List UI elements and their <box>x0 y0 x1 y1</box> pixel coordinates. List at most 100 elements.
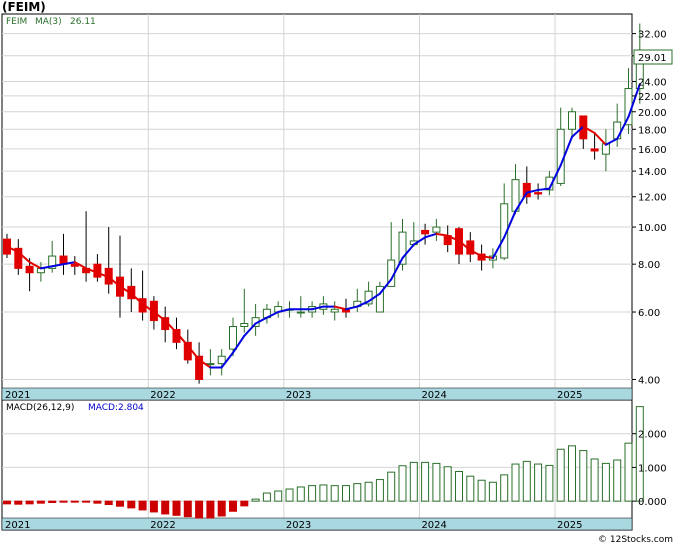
candle-down <box>93 263 102 278</box>
ma-segment <box>311 305 325 311</box>
ma-segment <box>469 249 483 258</box>
year-label: 2023 <box>286 390 311 401</box>
year-label: 2022 <box>150 390 175 401</box>
macd-bar-positive <box>635 406 644 502</box>
candle-up <box>206 363 215 366</box>
year-label: 2024 <box>421 390 446 401</box>
macd-bar-negative <box>149 500 158 513</box>
price-tick-label: 4.00 <box>638 375 660 386</box>
macd-tick-label: 0.000 <box>638 497 667 508</box>
macd-bar-negative <box>104 500 113 506</box>
macd-legend-label: MACD(26,12,9) <box>6 403 74 413</box>
ma-segment <box>582 125 596 135</box>
ma-segment <box>17 251 31 264</box>
macd-bar-positive <box>353 483 362 502</box>
ma-segment <box>424 232 438 239</box>
candle-up <box>364 290 373 305</box>
ma-segment <box>164 319 178 334</box>
ma-segment <box>119 285 133 295</box>
candle-up <box>229 325 237 350</box>
macd-axis-ticks: 2.000 1.000 0.000 <box>632 430 667 508</box>
candle-up <box>568 111 576 130</box>
price-panel-frame <box>1 13 633 401</box>
ma-segment <box>593 132 607 146</box>
year-label: 2022 <box>150 520 175 531</box>
macd-bar-positive <box>398 465 407 502</box>
page-title: (FEIM) <box>2 0 46 14</box>
macd-bar-positive <box>613 459 622 502</box>
macd-legend-value: MACD:2.804 <box>88 403 144 413</box>
macd-bar-positive <box>409 461 418 502</box>
macd-bar-positive <box>590 458 599 502</box>
ma-segment <box>390 257 404 281</box>
last-price-badge: 29.01 <box>638 53 667 64</box>
ma-segment <box>604 137 619 146</box>
price-tick-label: 32.00 <box>638 30 667 41</box>
ma-segment <box>627 83 641 118</box>
price-tick-label: 10.00 <box>638 223 667 234</box>
candle-up <box>613 121 622 140</box>
macd-bar-negative <box>3 500 11 505</box>
price-tick-label: 16.00 <box>638 145 667 156</box>
macd-bar-positive <box>556 448 565 502</box>
ma-segment <box>73 261 88 270</box>
macd-bar-negative <box>59 500 68 503</box>
macd-bar-negative <box>36 500 45 504</box>
macd-bar-negative <box>195 500 204 519</box>
watermark: © 12Stocks.com <box>598 535 673 545</box>
ma-segment <box>435 232 449 237</box>
ma-segment <box>220 351 234 369</box>
macd-bar-positive <box>432 462 441 502</box>
ma-segment <box>480 255 494 260</box>
moving-average-line <box>6 83 641 369</box>
ma-segment <box>277 308 291 314</box>
price-tick-label: 18.00 <box>638 125 667 136</box>
ma-segment <box>412 236 427 246</box>
ma-segment <box>130 292 144 305</box>
ma-segment <box>39 265 54 270</box>
ma-segment <box>571 125 585 138</box>
ma-segment <box>559 135 573 167</box>
candle-up <box>375 285 384 313</box>
candle-down <box>14 247 23 269</box>
ma-segment <box>503 210 517 239</box>
macd-bar-positive <box>455 470 463 502</box>
ma-segment <box>152 311 167 322</box>
ma-segment <box>345 305 359 311</box>
macd-bar-negative <box>172 500 181 516</box>
macd-bar-negative <box>70 500 79 503</box>
candle-up <box>330 308 339 313</box>
ma-segment <box>458 239 472 252</box>
macd-bar-negative <box>183 500 192 518</box>
macd-bar-negative <box>48 500 57 503</box>
ma-segment <box>28 261 42 270</box>
macd-bar-positive <box>500 474 509 502</box>
candle-up <box>240 323 249 327</box>
ma-segment <box>378 278 393 295</box>
macd-bar-positive <box>308 485 317 502</box>
macd-bar-positive <box>488 481 497 502</box>
ma-segment <box>6 245 20 254</box>
macd-bar-negative <box>82 500 91 503</box>
macd-bar-positive <box>601 462 610 502</box>
ma-segment <box>265 311 280 319</box>
macd-bar-positive <box>568 445 576 502</box>
candle-down <box>590 148 599 152</box>
price-tick-label: 6.00 <box>638 308 660 319</box>
candle-down <box>195 355 204 380</box>
candle-down <box>534 192 543 195</box>
macd-bar-positive <box>511 463 520 502</box>
last-price-badge-box <box>633 49 673 65</box>
ma-segment <box>616 115 630 140</box>
macd-bar-positive <box>330 485 339 502</box>
macd-bar-positive <box>285 488 294 502</box>
year-label: 2021 <box>5 520 30 531</box>
ma-segment <box>141 302 155 314</box>
candle-up <box>48 255 57 269</box>
ma-segment <box>232 334 246 354</box>
macd-bar-negative <box>161 500 170 515</box>
ma-segment <box>107 276 121 288</box>
year-label: 2023 <box>286 520 311 531</box>
macd-bar-positive <box>579 450 588 502</box>
